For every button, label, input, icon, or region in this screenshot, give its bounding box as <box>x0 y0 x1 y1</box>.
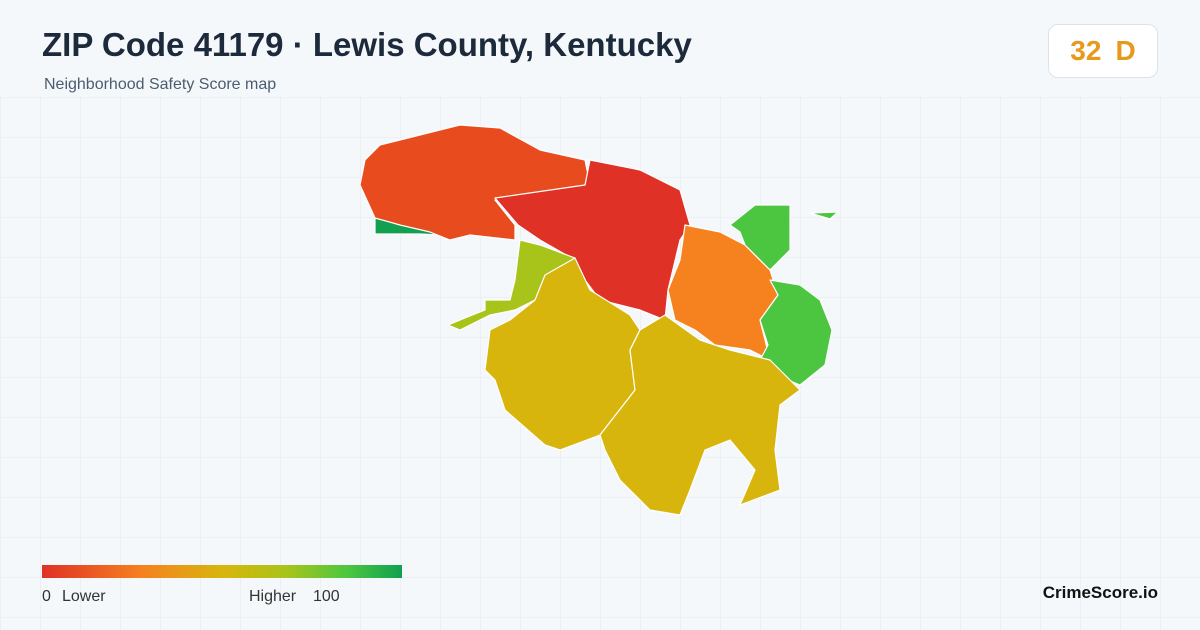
legend-max-label: Higher <box>249 588 297 605</box>
legend-min-label: Lower <box>62 588 106 605</box>
region <box>359 124 591 241</box>
title: ZIP Code 41179 · Lewis County, Kentucky <box>42 26 692 63</box>
legend-bar <box>42 565 402 578</box>
score-grade: D <box>1115 35 1136 66</box>
region <box>809 211 839 220</box>
legend-min: 0 <box>42 588 51 605</box>
brand: CrimeScore.io <box>1042 583 1158 602</box>
subtitle: Neighborhood Safety Score map <box>44 76 277 93</box>
region <box>494 159 691 321</box>
region <box>599 314 801 516</box>
legend-max: 100 <box>313 588 340 605</box>
region <box>729 204 791 271</box>
score-badge: 32 D <box>1048 24 1158 78</box>
region <box>484 257 641 451</box>
score-value: 32 <box>1070 35 1102 66</box>
